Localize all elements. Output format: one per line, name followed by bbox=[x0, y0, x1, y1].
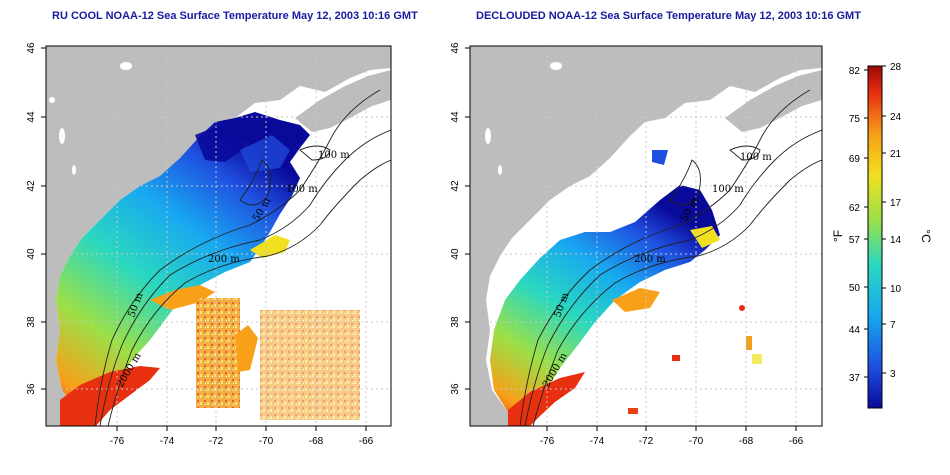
left-lon-tick-label: -72 bbox=[209, 436, 224, 447]
right-lon-tick-label: -70 bbox=[689, 436, 704, 447]
right-lon-tick-label: -68 bbox=[739, 436, 754, 447]
colorbar-f-tick: 69 bbox=[849, 154, 861, 165]
right-lon-tick-label: -74 bbox=[590, 436, 605, 447]
colorbar-f-tick: 44 bbox=[849, 325, 861, 336]
left-lat-tick-label: 36 bbox=[26, 383, 37, 395]
colorbar-unit-celsius: °C bbox=[919, 229, 933, 243]
left-grid bbox=[46, 46, 391, 426]
right-axis-ticks bbox=[465, 47, 797, 431]
colorbar-c-tick: 10 bbox=[890, 284, 902, 295]
left-contour-label: 200 m bbox=[208, 254, 240, 265]
colorbar-c-tick: 24 bbox=[890, 112, 902, 123]
right-map-panel: 100 m 100 m 50 m 200 m 50 m 2000 m -76 -… bbox=[450, 42, 823, 447]
right-contours bbox=[519, 89, 822, 426]
left-contour-label: 100 m bbox=[318, 150, 350, 161]
colorbar-f-tick: 57 bbox=[849, 235, 861, 246]
colorbar-f-tick: 82 bbox=[849, 66, 861, 77]
right-lat-tick-label: 40 bbox=[450, 248, 461, 260]
colorbar-unit-fahrenheit: °F bbox=[831, 230, 845, 242]
left-lat-tick-label: 46 bbox=[26, 42, 37, 54]
right-lat-tick-label: 46 bbox=[450, 42, 461, 54]
left-lon-tick-label: -66 bbox=[359, 436, 374, 447]
colorbar-c-tick: 7 bbox=[890, 320, 896, 331]
colorbar-f-tick: 37 bbox=[849, 373, 861, 384]
right-sst-shelf bbox=[490, 185, 720, 426]
left-land bbox=[46, 46, 391, 426]
right-contour-label: 200 m bbox=[634, 254, 666, 265]
left-lat-tick-label: 42 bbox=[26, 180, 37, 192]
right-contour-label: 100 m bbox=[712, 184, 744, 195]
right-lat-tick-label: 36 bbox=[450, 383, 461, 395]
left-lon-tick-label: -74 bbox=[160, 436, 175, 447]
left-lat-tick-label: 44 bbox=[26, 111, 37, 123]
colorbar-c-tick: 3 bbox=[890, 369, 896, 380]
right-grid bbox=[470, 46, 822, 426]
right-lon-tick-label: -76 bbox=[540, 436, 555, 447]
colorbar-c-tick: 17 bbox=[890, 198, 902, 209]
color-bar: 82 75 69 62 57 50 44 37 28 24 21 17 14 1… bbox=[831, 62, 933, 409]
right-land bbox=[470, 46, 822, 426]
left-map-panel: 100 m 100 m 50 m 200 m 50 m 2000 m -76 -… bbox=[26, 42, 392, 447]
left-lon-tick-label: -76 bbox=[110, 436, 125, 447]
left-lon-tick-label: -68 bbox=[309, 436, 324, 447]
right-warm-south bbox=[508, 372, 585, 426]
colorbar-c-tick: 28 bbox=[890, 62, 902, 73]
left-lat-tick-label: 40 bbox=[26, 248, 37, 260]
right-contour-label: 100 m bbox=[740, 152, 772, 163]
colorbar-c-tick: 14 bbox=[890, 235, 902, 246]
right-nova-scotia bbox=[725, 70, 822, 132]
left-lon-tick-label: -70 bbox=[259, 436, 274, 447]
left-warm-south bbox=[60, 366, 160, 426]
left-nova-scotia bbox=[295, 70, 391, 132]
right-lat-tick-label: 38 bbox=[450, 316, 461, 328]
left-contours bbox=[94, 89, 391, 426]
colorbar-c-tick: 21 bbox=[890, 149, 902, 160]
colorbar-f-tick: 62 bbox=[849, 203, 861, 214]
left-panel-title: RU COOL NOAA-12 Sea Surface Temperature … bbox=[52, 10, 418, 22]
right-lon-tick-label: -66 bbox=[789, 436, 804, 447]
right-lat-tick-label: 42 bbox=[450, 180, 461, 192]
color-bar-gradient bbox=[867, 65, 883, 409]
left-lat-tick-label: 38 bbox=[26, 316, 37, 328]
right-panel-title: DECLOUDED NOAA-12 Sea Surface Temperatur… bbox=[476, 10, 861, 22]
right-lat-tick-label: 44 bbox=[450, 111, 461, 123]
left-map-frame bbox=[45, 45, 392, 427]
right-lon-tick-label: -72 bbox=[639, 436, 654, 447]
left-contour-label: 100 m bbox=[286, 184, 318, 195]
left-axis-ticks bbox=[41, 47, 367, 431]
color-bar-ticks bbox=[864, 65, 886, 378]
colorbar-f-tick: 50 bbox=[849, 283, 861, 294]
colorbar-f-tick: 75 bbox=[849, 114, 861, 125]
